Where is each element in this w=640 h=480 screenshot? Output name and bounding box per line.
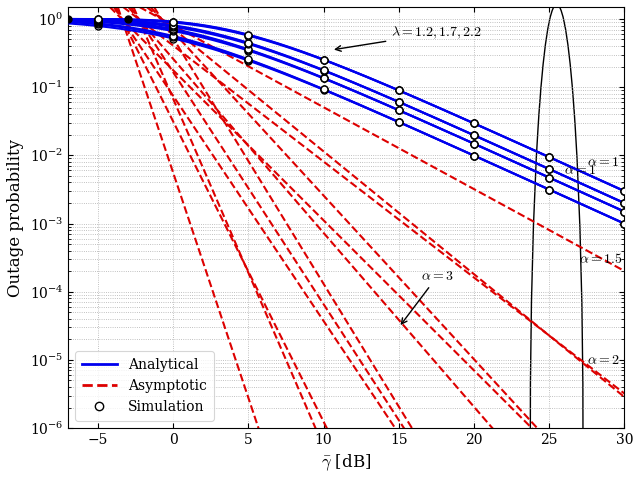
Text: $\alpha = 1$: $\alpha = 1$	[564, 164, 596, 178]
Legend: Analytical, Asymptotic, Simulation: Analytical, Asymptotic, Simulation	[75, 351, 214, 421]
Y-axis label: Outage probability: Outage probability	[7, 139, 24, 297]
Text: $\alpha = 2$: $\alpha = 2$	[587, 353, 620, 367]
Text: $\alpha = 3$: $\alpha = 3$	[401, 269, 454, 324]
Text: $\alpha = 1.5$: $\alpha = 1.5$	[579, 252, 623, 266]
Text: $\alpha = 1$: $\alpha = 1$	[587, 155, 619, 169]
Text: $\lambda = 1.2, 1.7, 2.2$: $\lambda = 1.2, 1.7, 2.2$	[335, 25, 483, 51]
X-axis label: $\bar{\gamma}$ [dB]: $\bar{\gamma}$ [dB]	[321, 453, 371, 473]
